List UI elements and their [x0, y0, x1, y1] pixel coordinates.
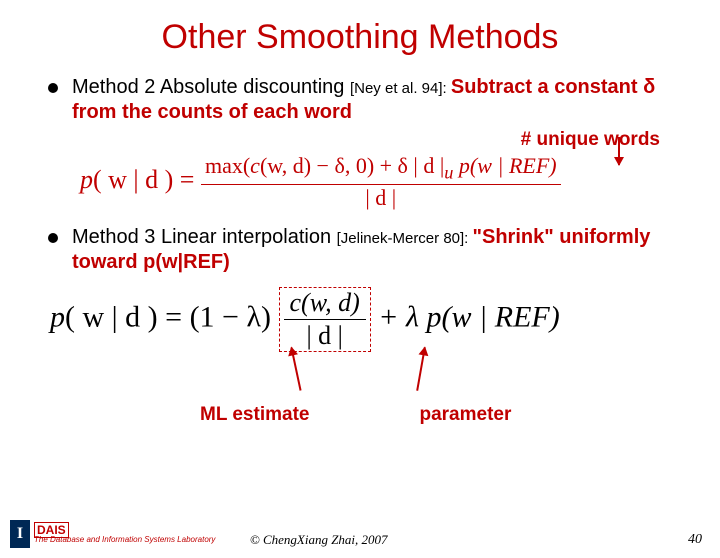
annotation-ml-estimate: ML estimate: [200, 404, 309, 426]
logo: I DAIS The Database and Information Syst…: [10, 520, 215, 548]
annotation-parameter: parameter: [419, 404, 511, 426]
f2-rest: + λ p(w | REF): [371, 300, 560, 333]
page-title: Other Smoothing Methods: [0, 18, 720, 57]
bullet-2-ref: [Jelinek-Mercer 80]:: [337, 230, 473, 247]
footer: I DAIS The Database and Information Syst…: [0, 520, 720, 548]
f2-dashbox: c(w, d)| d |: [279, 287, 371, 352]
arrow-ml-estimate-icon: [290, 347, 301, 390]
f1-num-b: c: [250, 153, 260, 178]
f1-frac: max(c(w, d) − δ, 0) + δ | d |u p(w | REF…: [201, 155, 561, 209]
f2-cond: ( w | d ) = (1 − λ): [65, 300, 279, 333]
bullet-2-prefix: Method 3 Linear interpolation: [72, 226, 337, 248]
f1-num-a: max(: [205, 153, 250, 178]
f1-cond: ( w | d ) =: [93, 165, 201, 194]
bullet-2-text: Method 3 Linear interpolation [Jelinek-M…: [72, 225, 680, 275]
bullet-1-text: Method 2 Absolute discounting [Ney et al…: [72, 75, 680, 125]
bullet-1: Method 2 Absolute discounting [Ney et al…: [0, 75, 720, 125]
logo-text: DAIS The Database and Information System…: [34, 524, 215, 544]
f1-num-d: p(w | REF): [453, 153, 556, 178]
annotation-unique-words: # unique words: [0, 129, 720, 151]
f1-num-c: (w, d) − δ, 0) + δ | d |: [260, 153, 444, 178]
formula-1-wrap: p( w | d ) = max(c(w, d) − δ, 0) + δ | d…: [80, 155, 720, 209]
arrow-unique-words-icon: [618, 137, 620, 165]
bullet-1-ref: [Ney et al. 94]:: [350, 80, 451, 97]
annotation-row: ML estimate parameter: [200, 404, 720, 426]
f2-lhs: p: [50, 300, 65, 333]
bullet-dot-icon: [48, 233, 58, 243]
page-number: 40: [688, 532, 702, 548]
bullet-1-prefix: Method 2 Absolute discounting: [72, 76, 350, 98]
f2-num: c(w, d): [284, 290, 366, 320]
formula-1: p( w | d ) = max(c(w, d) − δ, 0) + δ | d…: [80, 155, 720, 209]
formula-2: p( w | d ) = (1 − λ) c(w, d)| d | + λ p(…: [50, 287, 720, 352]
bullet-2: Method 3 Linear interpolation [Jelinek-M…: [0, 225, 720, 275]
f1-den: | d |: [201, 185, 561, 209]
formula-2-wrap: p( w | d ) = (1 − λ) c(w, d)| d | + λ p(…: [50, 287, 720, 426]
copyright: © ChengXiang Zhai, 2007: [250, 532, 388, 548]
f1-lhs: p: [80, 165, 93, 194]
arrow-parameter-icon: [416, 347, 426, 391]
logo-illinois-icon: I: [10, 520, 30, 548]
bullet-dot-icon: [48, 83, 58, 93]
